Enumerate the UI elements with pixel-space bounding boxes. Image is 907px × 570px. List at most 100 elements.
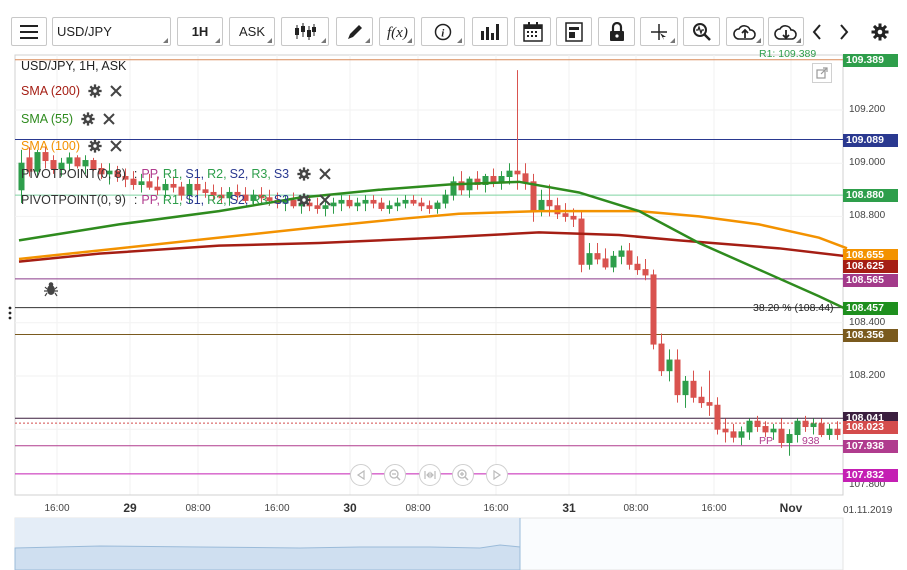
sma55-line (18, 180, 848, 311)
time-label: 16:00 (264, 503, 290, 514)
candle-body (594, 253, 601, 260)
zoom-out-button[interactable] (384, 464, 406, 486)
candle-body (698, 396, 705, 404)
price-type-label: ASK (238, 24, 265, 39)
candle-body (658, 343, 665, 372)
expand-chart-button[interactable] (812, 63, 832, 83)
crosshair-button[interactable] (640, 17, 678, 46)
time-label: 08:00 (185, 503, 211, 514)
cloud-save-button[interactable] (726, 17, 764, 46)
candle-body (618, 250, 625, 257)
bug-icon[interactable] (44, 281, 58, 302)
symbol-selector[interactable]: USD/JPY (52, 17, 171, 46)
pivot2-settings-gear-icon[interactable] (297, 193, 311, 207)
candle-body (626, 250, 633, 265)
candle-body (66, 157, 73, 164)
pivot2-r2: R2, (207, 193, 227, 207)
sma100-remove-close-icon[interactable] (110, 140, 122, 152)
candle-body (234, 191, 241, 196)
sma200-remove-close-icon[interactable] (110, 85, 122, 97)
price-tick: 108.400 (849, 317, 886, 328)
candle-body (746, 420, 753, 433)
scroll-left-button[interactable] (804, 17, 829, 46)
candle-body (114, 170, 121, 177)
legend-sma200[interactable]: SMA (200) (21, 84, 122, 98)
lock-button[interactable] (598, 17, 635, 46)
sma55-remove-close-icon[interactable] (103, 113, 115, 125)
candle-body (250, 194, 257, 201)
candle-body (602, 258, 609, 268)
candle-body (722, 428, 729, 433)
sma200-settings-gear-icon[interactable] (88, 84, 102, 98)
scroll-right-button[interactable] (831, 17, 856, 46)
candle-body (138, 181, 145, 185)
candlestick-icon (295, 22, 316, 40)
calendar-button[interactable] (514, 17, 551, 46)
candle-body (186, 183, 193, 196)
candle-body (314, 205, 321, 209)
price-type-selector[interactable]: ASK (229, 17, 275, 46)
pivot1-r1: R1, (162, 167, 183, 181)
candle-body (154, 186, 161, 191)
candle-body (498, 176, 505, 183)
candle-body (586, 253, 593, 265)
triangle-right-icon (493, 470, 502, 480)
menu-button[interactable] (11, 17, 47, 46)
candle-body (202, 189, 209, 193)
legend-sma100[interactable]: SMA (100) (21, 139, 122, 153)
time-label-date: 31 (562, 501, 576, 515)
candle-body (506, 170, 513, 177)
chart-type-button[interactable] (281, 17, 329, 46)
sma100-settings-gear-icon[interactable] (88, 139, 102, 153)
candle-body (410, 199, 417, 204)
legend-pivot-1[interactable]: PIVOTPOINT(0, 8) : PP, R1, S1, R2, S2, R… (21, 167, 331, 181)
chart-toolbar: USD/JPY 1H ASK f(x) i (0, 13, 907, 51)
cloud-load-button[interactable] (768, 17, 804, 46)
candle-body (570, 215, 577, 220)
settings-button[interactable] (867, 17, 893, 46)
candle-body (778, 428, 785, 444)
pivot2-remove-close-icon[interactable] (319, 194, 331, 206)
sma100-line (18, 209, 848, 261)
candle-body (458, 181, 465, 191)
pivot2-s3: S3 (273, 193, 290, 207)
price-label-pp: 108.565 (843, 274, 898, 287)
template-button[interactable] (556, 17, 592, 46)
scroll-left-nav-button[interactable] (350, 464, 372, 486)
volume-button[interactable] (472, 17, 508, 46)
time-label: 08:00 (623, 503, 649, 514)
crosshair-icon (651, 23, 667, 40)
candle-body (682, 380, 689, 396)
fit-button[interactable] (419, 464, 441, 486)
candle-body (730, 431, 737, 438)
expand-icon (816, 67, 828, 79)
zoom-in-button[interactable] (452, 464, 474, 486)
indicators-button[interactable]: f(x) (379, 17, 415, 46)
legend-pivot-2[interactable]: PIVOTPOINT(0, 9) : PP, R1, S1, R2, S2, R… (21, 193, 331, 207)
drag-handle-icon[interactable] (8, 306, 12, 325)
candle-body (834, 428, 841, 436)
pivot1-label: PIVOTPOINT(0, 8) (21, 167, 126, 181)
candle-body (530, 181, 537, 212)
sma55-settings-gear-icon[interactable] (81, 112, 95, 126)
legend-sma55[interactable]: SMA (55) (21, 112, 115, 126)
scroll-right-nav-button[interactable] (486, 464, 508, 486)
price-tick: 109.000 (849, 157, 886, 168)
candle-body (610, 255, 617, 268)
r1-annotation: R1: 109.389 (759, 48, 817, 60)
pivot2-colon: : (133, 193, 138, 207)
candle-body (386, 205, 393, 209)
chart-legend-title: USD/JPY, 1H, ASK (21, 59, 126, 73)
pivot1-remove-close-icon[interactable] (319, 168, 331, 180)
cloud-download-icon (774, 24, 797, 40)
timeframe-selector[interactable]: 1H (177, 17, 223, 46)
zoom-button[interactable] (683, 17, 720, 46)
time-label: 08:00 (405, 503, 431, 514)
pivot1-settings-gear-icon[interactable] (297, 167, 311, 181)
info-button[interactable]: i (421, 17, 465, 46)
draw-button[interactable] (336, 17, 373, 46)
template-icon (565, 21, 583, 42)
chevron-right-icon (839, 23, 848, 40)
timeframe-label: 1H (191, 24, 209, 39)
